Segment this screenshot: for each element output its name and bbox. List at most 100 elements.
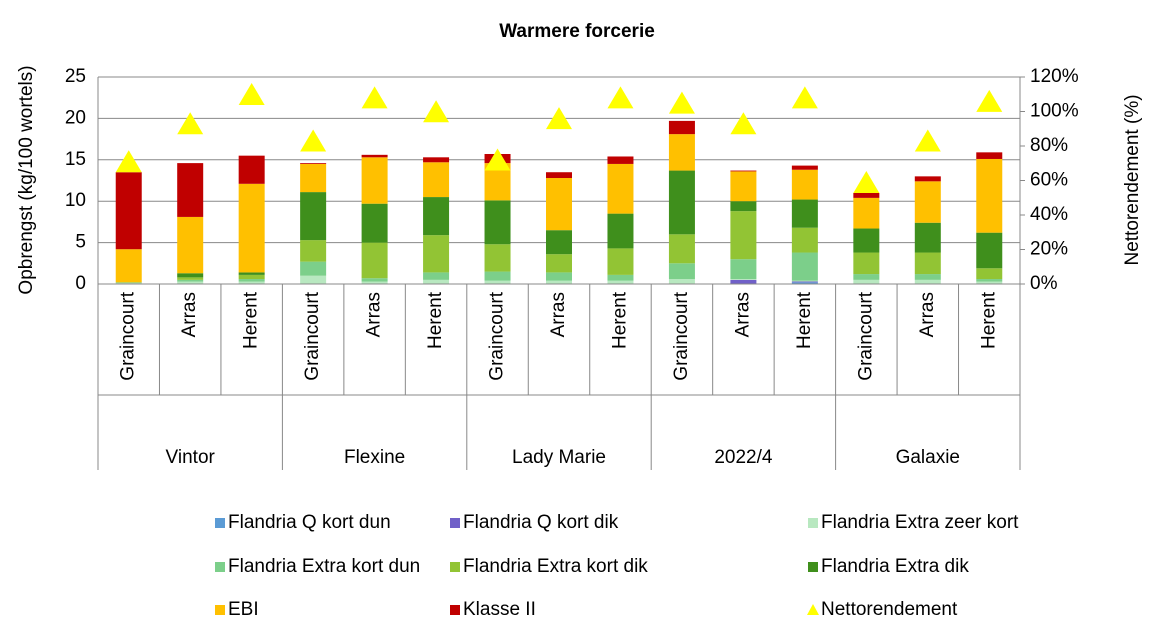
bar-segment xyxy=(423,157,450,163)
bar-segment xyxy=(976,268,1003,280)
bar-segment xyxy=(730,211,757,260)
bar-segment xyxy=(238,183,265,273)
legend-label: EBI xyxy=(228,599,259,620)
legend-swatch xyxy=(808,518,818,528)
x-tick-label: Graincourt xyxy=(302,291,323,380)
marker xyxy=(607,86,634,109)
bar-segment xyxy=(423,162,450,198)
bar-segment xyxy=(791,282,818,284)
bar-segment xyxy=(546,230,572,255)
bar-segment xyxy=(484,280,511,284)
bar-segment xyxy=(914,222,941,253)
bar-segment xyxy=(791,165,818,170)
bar-segment xyxy=(668,170,695,235)
bar-segment xyxy=(546,172,572,179)
bar-segment xyxy=(914,279,941,284)
bar-segment xyxy=(300,261,327,276)
x-tick-label: Arras xyxy=(732,292,753,337)
bar-segment xyxy=(300,275,327,284)
bar-segment xyxy=(976,158,1003,233)
marker xyxy=(177,112,204,135)
x-tick-label: Arras xyxy=(917,292,938,337)
bar-segment xyxy=(668,263,695,280)
bar-segment xyxy=(853,279,880,284)
legend-label: Flandria Extra dik xyxy=(821,556,969,577)
bar-segment xyxy=(791,199,818,228)
bar-segment xyxy=(177,163,204,217)
bar-segment xyxy=(484,244,511,272)
legend-label: Flandria Extra kort dik xyxy=(463,556,648,577)
bar-segment xyxy=(423,197,450,236)
y2-axis-title: Nettorendement (%) xyxy=(1122,94,1143,265)
bar-segment xyxy=(607,248,634,275)
bar-segment xyxy=(423,272,450,280)
bar-segment xyxy=(730,259,757,280)
bar-segment xyxy=(361,154,388,158)
bar-segment xyxy=(546,254,572,273)
x-tick-label: Graincourt xyxy=(487,291,508,380)
bar-segment xyxy=(791,252,818,281)
marker xyxy=(914,129,941,152)
legend-label: Flandria Extra zeer kort xyxy=(821,512,1019,533)
bar-segment xyxy=(914,252,941,275)
legend-swatch xyxy=(450,562,460,572)
legend-swatch xyxy=(215,605,225,615)
bar-segment xyxy=(238,281,265,284)
y2-tick-label: 120% xyxy=(1030,66,1079,87)
bar-segment xyxy=(853,197,880,229)
legend-marker xyxy=(807,604,819,615)
bar-segment xyxy=(300,163,327,193)
legend-label: Klasse II xyxy=(463,599,536,620)
bar-segment xyxy=(730,279,757,284)
y2-tick-label: 60% xyxy=(1030,170,1068,191)
bar-segment xyxy=(361,242,388,279)
group-label: Lady Marie xyxy=(512,447,606,468)
bar-segment xyxy=(853,228,880,253)
x-tick-label: Arras xyxy=(548,292,569,337)
bar-segment xyxy=(546,280,572,284)
bar-segment xyxy=(791,169,818,200)
marker xyxy=(546,107,572,130)
bar-segment xyxy=(177,216,204,274)
legend-swatch xyxy=(450,605,460,615)
bar-segment xyxy=(361,203,388,243)
bar-segment xyxy=(546,178,572,231)
bar-segment xyxy=(423,279,450,284)
bar-segment xyxy=(853,274,880,280)
marker xyxy=(115,150,142,173)
group-label: 2022/4 xyxy=(714,447,773,468)
legend-label: Flandria Extra kort dun xyxy=(228,556,420,577)
marker xyxy=(484,148,511,171)
y2-tick-label: 80% xyxy=(1030,135,1068,156)
marker xyxy=(668,91,695,114)
bar-segment xyxy=(607,213,634,249)
y-tick-label: 5 xyxy=(75,232,86,253)
bar-segment xyxy=(730,201,757,212)
marker xyxy=(238,82,265,105)
bar-segment xyxy=(300,163,327,164)
bar-segment xyxy=(914,181,941,223)
legend-swatch xyxy=(808,562,818,572)
marker xyxy=(976,89,1003,112)
marker xyxy=(361,86,388,109)
bar-segment xyxy=(177,279,204,282)
x-tick-label: Herent xyxy=(978,291,999,349)
bar-segment xyxy=(976,152,1003,159)
marker xyxy=(853,170,880,193)
x-tick-label: Graincourt xyxy=(855,291,876,380)
bar-segment xyxy=(730,170,757,172)
bar-segment xyxy=(484,271,511,281)
bar-segment xyxy=(976,279,1003,282)
bar-segment xyxy=(177,273,204,278)
x-tick-label: Graincourt xyxy=(671,291,692,380)
y2-tick-label: 0% xyxy=(1030,273,1058,294)
y-tick-label: 20 xyxy=(65,107,86,128)
bar-segment xyxy=(238,155,265,184)
marker xyxy=(423,100,450,123)
bar-segment xyxy=(238,274,265,280)
bar-segment xyxy=(300,240,327,262)
bar-segment xyxy=(791,281,818,283)
y2-tick-label: 20% xyxy=(1030,239,1068,260)
bar-segment xyxy=(177,277,204,280)
